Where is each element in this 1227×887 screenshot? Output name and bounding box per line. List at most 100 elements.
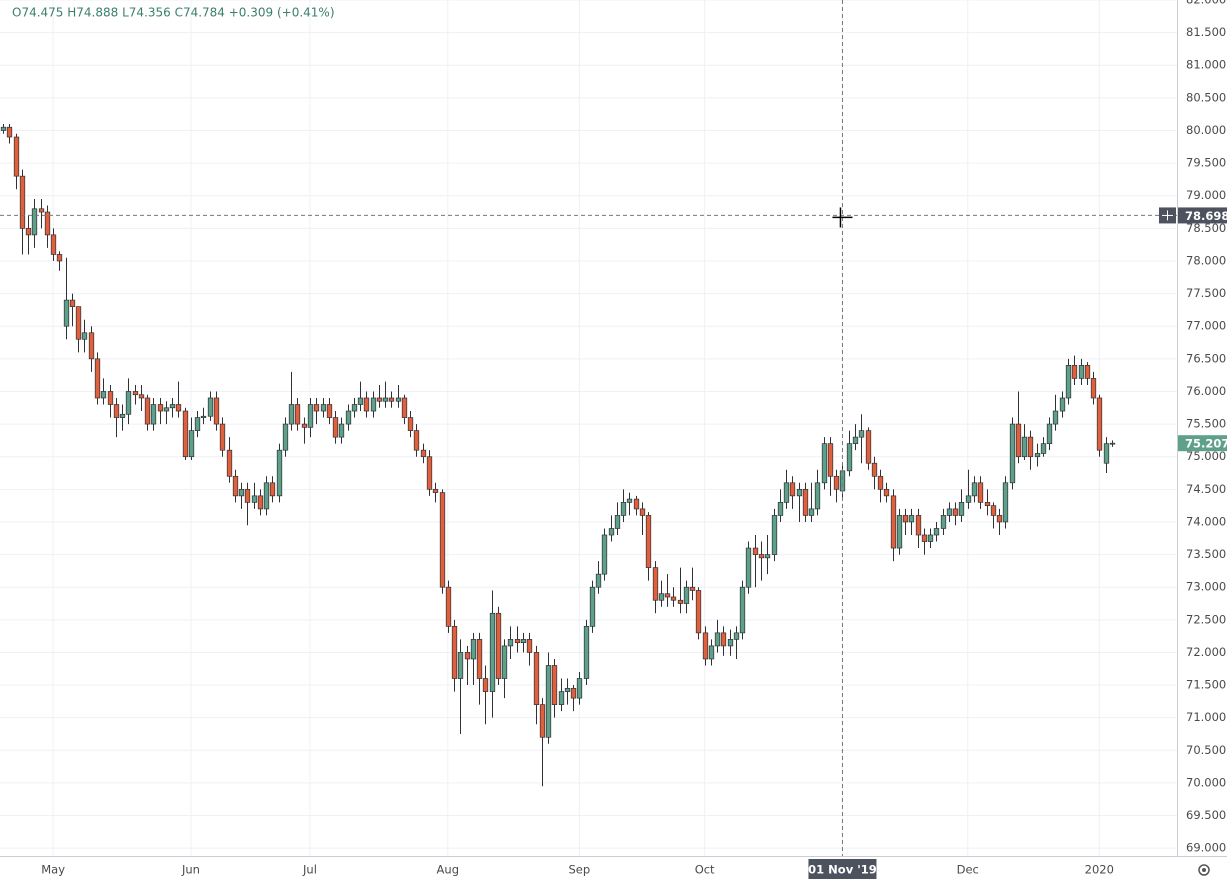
y-tick-label: 78.000 — [1186, 253, 1226, 267]
candle-body — [132, 391, 139, 396]
candle-body — [301, 423, 308, 428]
candle-body — [714, 632, 721, 647]
candle-body — [432, 488, 439, 493]
candle-body — [376, 397, 383, 402]
candle-body — [952, 508, 959, 516]
gear-center[interactable] — [1202, 868, 1206, 872]
candle-body — [890, 495, 897, 549]
candle-body — [551, 665, 558, 705]
candle-body — [1021, 436, 1028, 458]
candle-body — [294, 404, 301, 425]
candle-body — [507, 639, 514, 647]
candle-body — [1084, 365, 1091, 379]
candle-body — [345, 410, 352, 425]
candle-body — [971, 482, 978, 497]
candle-body — [977, 482, 984, 503]
candle-body — [758, 554, 765, 559]
candle-body — [88, 332, 95, 360]
candle-body — [1096, 397, 1103, 451]
candle-body — [194, 417, 201, 431]
candle-body — [470, 639, 477, 660]
crosshair-price-bg — [1178, 207, 1227, 224]
candle-body — [871, 462, 878, 477]
candle-body — [370, 397, 377, 412]
y-tick-label: 80.500 — [1186, 90, 1226, 104]
x-tick-label: Jul — [302, 863, 317, 877]
grid — [0, 0, 1177, 856]
candle-body — [883, 488, 890, 497]
candle-body — [439, 492, 446, 588]
candle-body — [526, 639, 533, 653]
candle-body — [495, 612, 502, 679]
candle-body — [965, 495, 972, 503]
candle-body — [182, 410, 189, 458]
candle-body — [608, 528, 615, 536]
x-tick-label: 01 Nov '19 — [808, 863, 877, 877]
candle-body — [1040, 443, 1047, 454]
candle-body — [695, 590, 702, 634]
candle-body — [852, 436, 859, 445]
candle-body — [395, 397, 402, 402]
candle-body — [94, 358, 101, 399]
candle-body — [100, 391, 107, 399]
candle-body — [257, 495, 264, 510]
overlay: 78.698 75.207 — [0, 0, 1227, 856]
candle-body — [940, 515, 947, 529]
settings-icon[interactable] — [1198, 864, 1210, 876]
candle-body — [163, 407, 170, 412]
candle-body — [6, 126, 13, 138]
candle-body — [645, 515, 652, 568]
candle-body — [75, 306, 82, 340]
candle-body — [157, 404, 164, 412]
candle-body — [576, 678, 583, 699]
x-tick-label: Jun — [181, 863, 200, 877]
candle-body — [307, 404, 314, 428]
candle-body — [858, 430, 865, 438]
candle-body — [388, 397, 395, 402]
y-tick-label: 81.500 — [1186, 25, 1226, 39]
candle-body — [902, 515, 909, 523]
candle-body — [683, 586, 690, 604]
candle-body — [25, 228, 32, 236]
candle-body — [457, 652, 464, 679]
x-tick-label: May — [41, 863, 65, 877]
candle-body — [144, 397, 151, 425]
candle-body — [13, 136, 20, 177]
candle-body — [633, 498, 640, 510]
candle-body — [113, 404, 120, 418]
candle-body — [520, 639, 527, 644]
candle-body — [81, 332, 88, 340]
crosshair-price-label: 78.698 — [1185, 209, 1227, 223]
y-tick-label: 79.500 — [1186, 156, 1226, 170]
y-tick-label: 69.500 — [1186, 808, 1226, 822]
candle-body — [1052, 410, 1059, 425]
candle-body — [727, 639, 734, 647]
candle-body — [138, 394, 145, 399]
candle-body — [677, 599, 684, 604]
candle-body — [777, 502, 784, 516]
candle-body — [244, 488, 251, 503]
candle-body — [1046, 423, 1053, 445]
y-tick-label: 79.000 — [1186, 188, 1226, 202]
candle-body — [639, 508, 646, 516]
candle-body — [733, 632, 740, 640]
candle-body — [808, 508, 815, 516]
candle-body — [119, 413, 126, 418]
candle-body — [320, 404, 327, 412]
candle-body — [1027, 436, 1034, 458]
candle-body — [827, 443, 834, 477]
candle-body — [1109, 442, 1116, 445]
y-tick-label: 69.000 — [1186, 841, 1226, 855]
candle-body — [921, 534, 928, 542]
y-tick-label: 82.000 — [1186, 0, 1226, 7]
gear[interactable] — [1198, 864, 1210, 876]
y-tick-label: 77.500 — [1186, 286, 1226, 300]
candle-body — [783, 482, 790, 503]
ohlc-header: O74.475 H74.888 L74.356 C74.784 +0.309 (… — [12, 6, 335, 20]
candle-body — [451, 625, 458, 679]
candle-body — [708, 645, 715, 660]
y-tick-label: 77.000 — [1186, 319, 1226, 333]
candle-body — [664, 593, 671, 598]
candle-body — [846, 443, 853, 472]
candle-body — [288, 404, 295, 425]
